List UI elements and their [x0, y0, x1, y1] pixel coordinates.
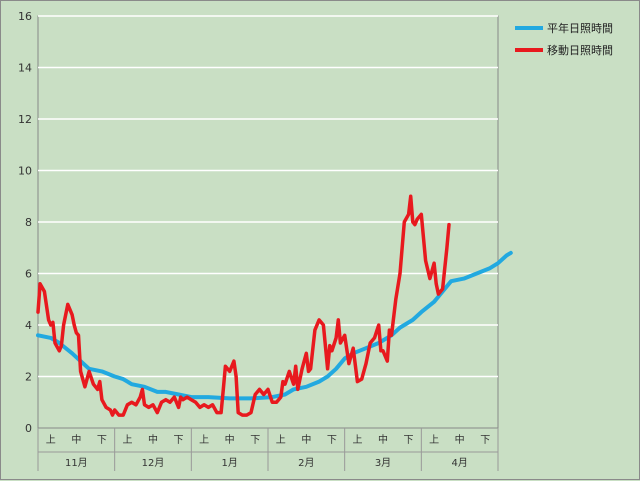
x-tick-label: 上	[276, 434, 286, 446]
month-label: 11月	[65, 457, 88, 469]
x-tick-label: 中	[225, 433, 235, 446]
legend-label: 移動日照時間	[547, 43, 613, 57]
month-label: 12月	[142, 457, 165, 469]
y-tick-label: 10	[18, 165, 32, 178]
y-tick-label: 8	[25, 216, 32, 229]
y-tick-label: 16	[18, 10, 32, 23]
month-label: 2月	[298, 457, 314, 469]
x-tick-label: 下	[480, 435, 490, 446]
x-tick-label: 下	[250, 435, 260, 446]
y-tick-label: 2	[25, 371, 32, 384]
y-tick-label: 12	[18, 113, 32, 126]
x-tick-label: 中	[148, 433, 158, 446]
month-label: 1月	[221, 457, 237, 469]
x-tick-label: 下	[404, 435, 414, 446]
series-lines	[36, 194, 513, 417]
x-tick-label: 下	[174, 435, 184, 446]
x-tick-label: 上	[429, 434, 439, 446]
x-tick-label: 中	[378, 433, 388, 446]
month-label: 4月	[451, 457, 467, 469]
series-line-moving	[36, 194, 451, 417]
legend-label: 平年日照時間	[547, 21, 613, 35]
x-axis: 上中下11月上中下12月上中下1月上中下2月上中下3月上中下4月	[37, 428, 499, 471]
month-label: 3月	[375, 457, 391, 469]
x-tick-label: 上	[122, 434, 132, 446]
x-tick-label: 下	[327, 435, 337, 446]
y-tick-label: 0	[25, 422, 32, 435]
y-axis: 0 2 4 6 8 10 12 14 16	[18, 10, 32, 435]
x-tick-label: 上	[46, 434, 56, 446]
y-tick-label: 14	[18, 62, 32, 75]
x-tick-label: 中	[71, 433, 81, 446]
x-tick-label: 下	[97, 435, 107, 446]
x-tick-label: 上	[352, 434, 362, 446]
x-tick-label: 中	[301, 433, 311, 446]
x-tick-label: 中	[455, 433, 465, 446]
y-tick-label: 4	[25, 319, 32, 332]
y-tick-label: 6	[25, 268, 32, 281]
x-tick-label: 上	[199, 434, 209, 446]
